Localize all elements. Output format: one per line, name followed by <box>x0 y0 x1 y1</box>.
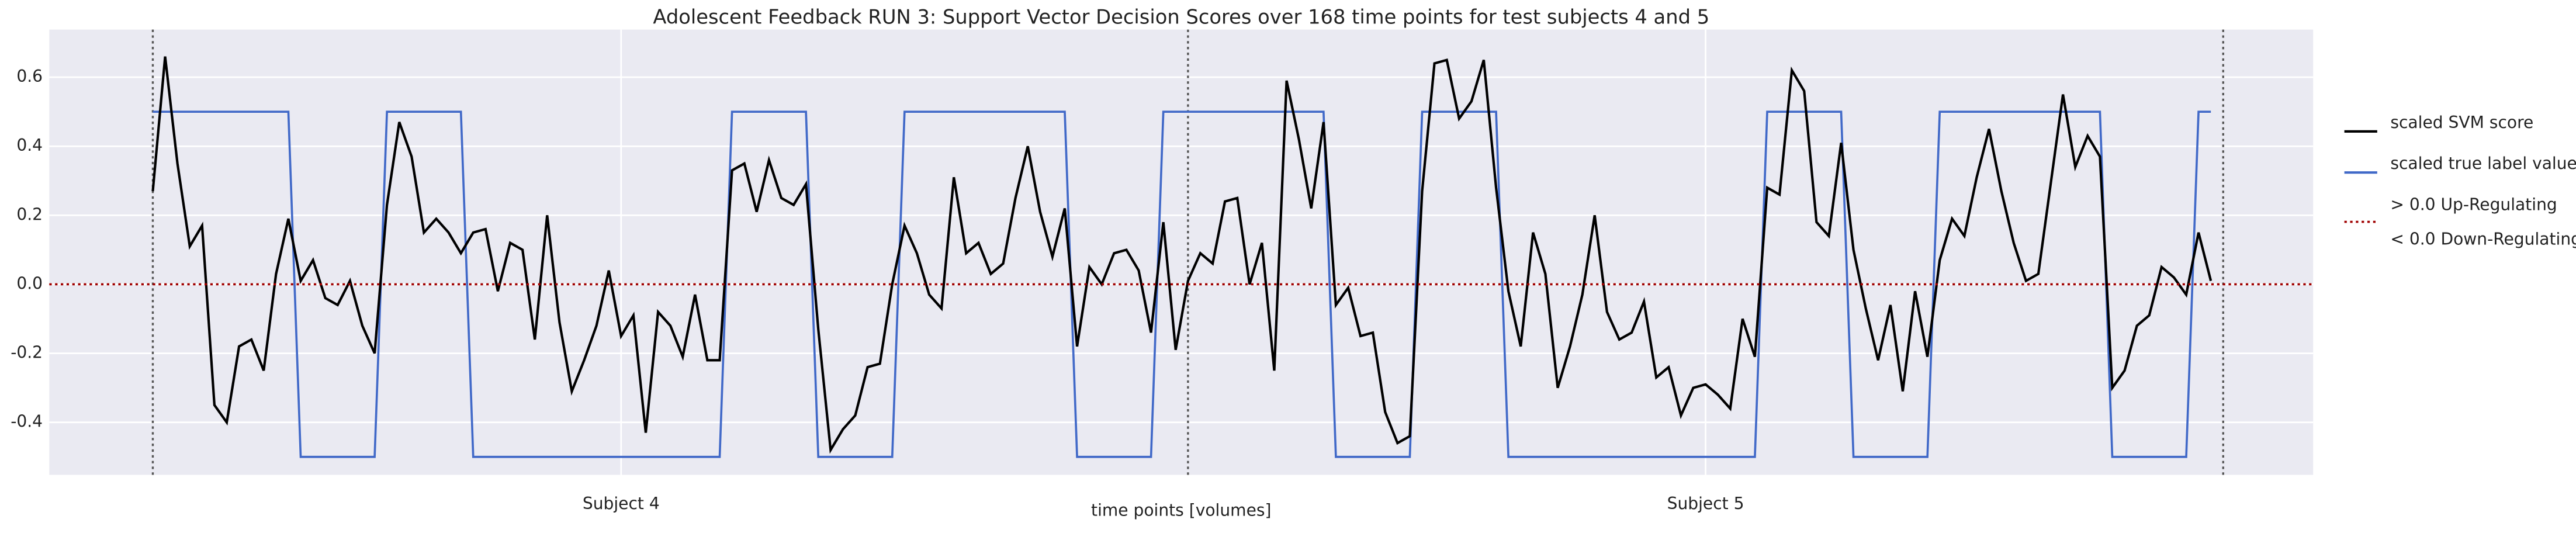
y-tick-label: -0.2 <box>11 343 43 362</box>
y-tick-label: -0.4 <box>11 412 43 431</box>
legend-label: > 0.0 Up-Regulating <box>2390 195 2557 214</box>
legend-label: < 0.0 Down-Regulating <box>2390 229 2576 248</box>
chart-title: Adolescent Feedback RUN 3: Support Vecto… <box>653 5 1709 28</box>
y-tick-label: 0.2 <box>16 205 43 224</box>
x-axis-label: time points [volumes] <box>1091 500 1271 520</box>
legend-label: scaled SVM score <box>2390 113 2533 132</box>
x-tick-label: Subject 4 <box>583 494 660 513</box>
series-line <box>153 110 2211 458</box>
y-tick-label: 0.6 <box>16 67 43 86</box>
y-tick-label: 0.4 <box>16 136 43 155</box>
x-tick-label: Subject 5 <box>1667 494 1744 513</box>
series-line <box>151 56 2213 454</box>
y-tick-label: 0.0 <box>16 274 43 293</box>
legend-label: scaled true label values <box>2390 154 2576 173</box>
plot-area <box>49 29 2314 475</box>
